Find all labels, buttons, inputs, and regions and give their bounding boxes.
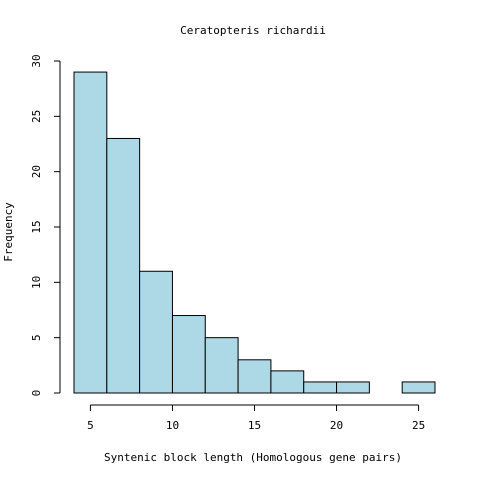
bar-14-16: [237, 359, 272, 394]
bar-8-10: [139, 270, 173, 394]
y-tick-label-10: 10: [30, 276, 43, 289]
bar-4-6: [73, 71, 108, 394]
chart-title: Ceratopteris richardii: [180, 24, 326, 37]
x-tick-label-10: 10: [166, 419, 179, 432]
y-tick-label-15: 15: [30, 220, 43, 233]
bar-20-22: [336, 381, 370, 394]
y-tick-label-25: 25: [30, 110, 43, 123]
bar-6-8: [106, 137, 141, 394]
bar-10-12: [171, 315, 206, 394]
x-tick-label-25: 25: [412, 419, 425, 432]
y-tick-label-30: 30: [30, 54, 43, 67]
y-tick-label-5: 5: [30, 334, 43, 341]
bars-group: [73, 71, 436, 394]
x-tick-label-20: 20: [330, 419, 343, 432]
y-tick-label-0: 0: [30, 390, 43, 397]
bar-24-26: [401, 381, 436, 394]
y-axis-label: Frequency: [2, 202, 15, 262]
y-tick-label-20: 20: [30, 165, 43, 178]
y-axis: 0 5 10 15 20 25 30: [30, 54, 61, 397]
x-tick-label-5: 5: [87, 419, 94, 432]
bar-16-18: [270, 370, 305, 394]
bar-18-20: [303, 381, 338, 394]
x-axis: 5 10 15 20 25: [87, 404, 425, 432]
x-tick-label-15: 15: [248, 419, 261, 432]
x-axis-label: Syntenic block length (Homologous gene p…: [104, 451, 402, 464]
bar-12-14: [204, 337, 239, 394]
